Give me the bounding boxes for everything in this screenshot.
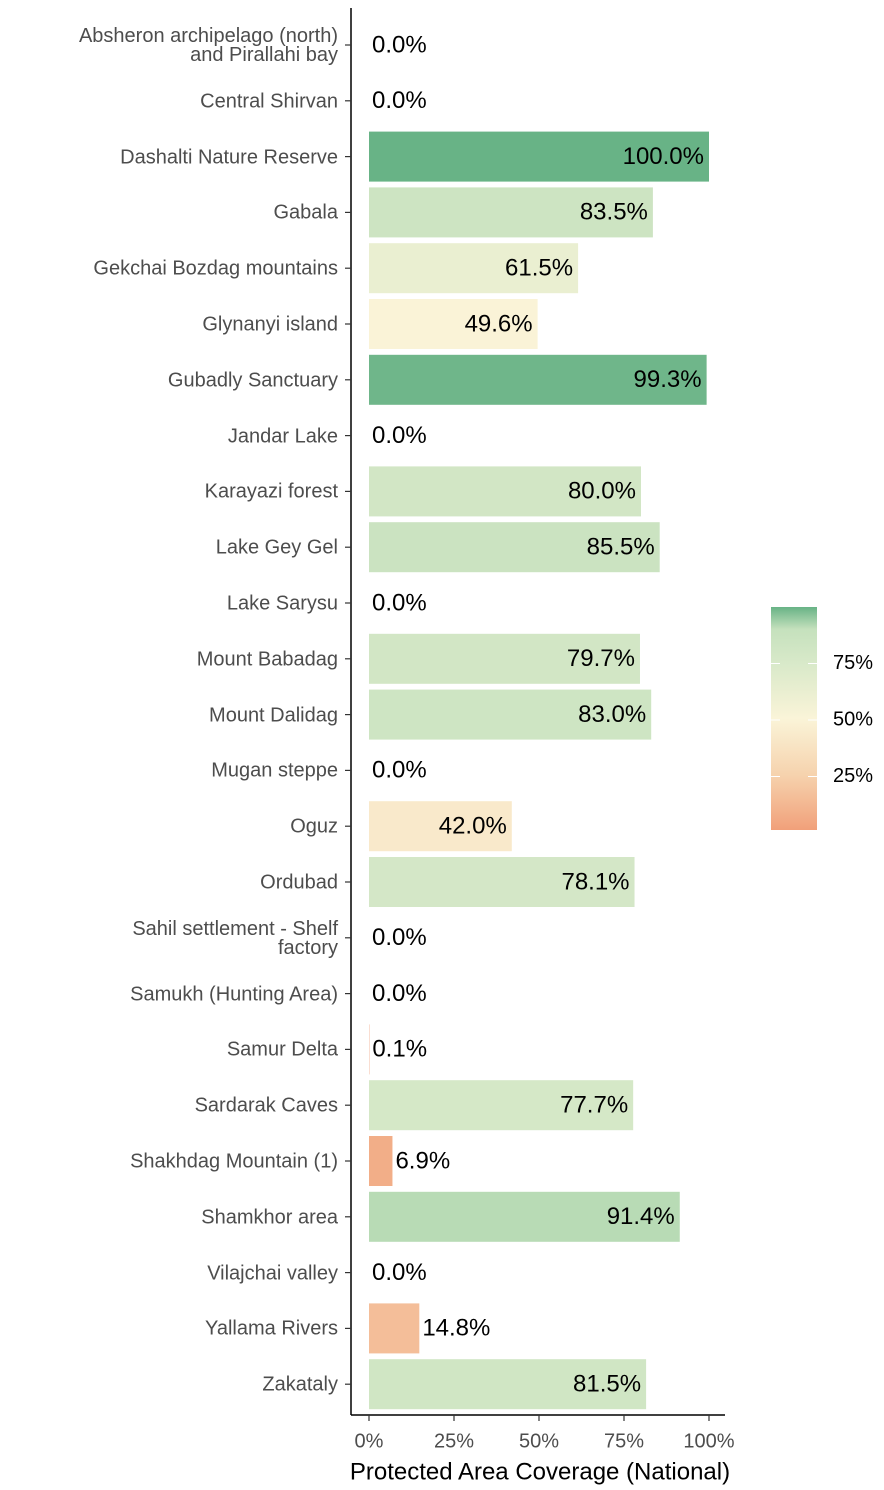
y-tick-label: Mount Dalidag bbox=[209, 704, 338, 727]
bar bbox=[369, 299, 538, 349]
bar bbox=[369, 466, 641, 517]
y-tick-label: Central Shirvan bbox=[200, 90, 338, 113]
value-label: 85.5% bbox=[587, 534, 655, 561]
value-label: 91.4% bbox=[607, 1203, 675, 1230]
bar bbox=[369, 857, 635, 907]
y-tick-label: Lake Gey Gel bbox=[215, 536, 338, 559]
y-tick-label: Sahil settlement - Shelf factory bbox=[132, 917, 338, 959]
x-tick-label: 50% bbox=[519, 1430, 559, 1452]
bar bbox=[369, 522, 660, 573]
color-bar bbox=[771, 607, 817, 830]
value-label: 77.7% bbox=[560, 1092, 628, 1119]
value-label: 6.9% bbox=[395, 1147, 450, 1174]
value-label: 80.0% bbox=[568, 478, 636, 505]
bar bbox=[369, 1191, 680, 1242]
value-label: 0.0% bbox=[372, 924, 427, 951]
value-label: 0.0% bbox=[372, 980, 427, 1007]
y-tick-label: Zakataly bbox=[262, 1373, 338, 1396]
value-label: 42.0% bbox=[439, 813, 507, 840]
bar bbox=[369, 633, 640, 684]
bar bbox=[369, 354, 707, 405]
bar bbox=[369, 1136, 393, 1186]
bar bbox=[369, 1303, 420, 1354]
y-tick-label: Ordubad bbox=[260, 871, 338, 894]
y-tick-label: Absheron archipelago (north) and Piralla… bbox=[78, 25, 338, 66]
bar bbox=[369, 801, 512, 852]
x-tick-label: 25% bbox=[434, 1430, 474, 1452]
x-axis-title: Protected Area Coverage (National) bbox=[350, 1458, 730, 1485]
bar bbox=[369, 1080, 634, 1131]
value-label: 0.0% bbox=[372, 31, 427, 58]
value-label: 0.0% bbox=[372, 757, 427, 784]
y-tick-label: Mount Babadag bbox=[196, 648, 338, 671]
value-label: 100.0% bbox=[623, 143, 704, 170]
y-tick-label: Dashalti Nature Reserve bbox=[120, 146, 338, 169]
legend-tick-label: 25% bbox=[833, 765, 873, 787]
bar bbox=[369, 187, 653, 238]
value-label: 0.0% bbox=[372, 87, 427, 114]
y-tick-label: Shamkhor area bbox=[201, 1206, 338, 1229]
bar bbox=[369, 689, 652, 740]
bar bbox=[369, 243, 579, 294]
y-tick-label: Shakhdag Mountain (1) bbox=[130, 1150, 338, 1173]
value-label: 14.8% bbox=[422, 1315, 490, 1342]
value-label: 83.5% bbox=[580, 199, 648, 226]
y-tick-label: Mugan steppe bbox=[211, 759, 338, 782]
y-tick-label: Gubadly Sanctuary bbox=[167, 369, 338, 392]
y-tick-label: Gabala bbox=[273, 201, 339, 224]
y-tick-label: Jandar Lake bbox=[227, 425, 338, 448]
value-label: 0.0% bbox=[372, 589, 427, 616]
legend-tick-label: 50% bbox=[833, 708, 873, 730]
x-tick-label: 100% bbox=[683, 1430, 734, 1452]
y-tick-label: Oguz bbox=[290, 815, 338, 838]
y-tick-label: Samur Delta bbox=[226, 1038, 338, 1061]
y-tick-label: Yallama Rivers bbox=[205, 1317, 338, 1340]
y-tick-label: Sardarak Caves bbox=[194, 1094, 338, 1117]
y-tick-label: Glynanyi island bbox=[202, 313, 338, 336]
value-label: 78.1% bbox=[561, 868, 629, 895]
value-label: 61.5% bbox=[505, 255, 573, 282]
value-label: 0.0% bbox=[372, 422, 427, 449]
value-label: 0.1% bbox=[372, 1036, 427, 1063]
value-label: 0.0% bbox=[372, 1259, 427, 1286]
y-tick-label: Vilajchai valley bbox=[207, 1262, 338, 1285]
y-tick-label: Gekchai Bozdag mountains bbox=[93, 257, 338, 280]
value-label: 49.6% bbox=[465, 310, 533, 337]
bar bbox=[369, 131, 709, 182]
legend-tick-label: 75% bbox=[833, 652, 873, 674]
value-label: 99.3% bbox=[634, 366, 702, 393]
value-label: 81.5% bbox=[573, 1371, 641, 1398]
x-tick-label: 75% bbox=[604, 1430, 644, 1452]
y-tick-label: Lake Sarysu bbox=[226, 592, 338, 615]
bar bbox=[369, 1359, 647, 1410]
value-label: 83.0% bbox=[578, 701, 646, 728]
x-tick-label: 0% bbox=[355, 1430, 384, 1452]
y-tick-label: Karayazi forest bbox=[204, 480, 338, 503]
y-tick-label: Samukh (Hunting Area) bbox=[130, 983, 338, 1006]
value-label: 79.7% bbox=[567, 645, 635, 672]
